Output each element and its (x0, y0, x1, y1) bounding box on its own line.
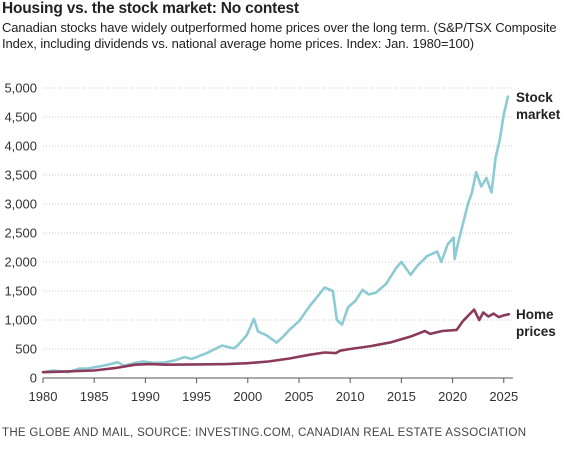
stock-market-line (41, 95, 510, 374)
x-tick-label: 2005 (285, 389, 314, 404)
y-tick-label: 500 (15, 342, 37, 357)
x-tick-label: 2020 (438, 389, 467, 404)
series-lines (41, 95, 511, 374)
x-tick-label: 2000 (233, 389, 262, 404)
x-tick-label: 1995 (182, 389, 211, 404)
home-prices-label: Home prices (516, 307, 556, 339)
y-tick-label: 3,000 (4, 197, 37, 212)
x-tick-label: 2025 (489, 389, 518, 404)
x-tick-label: 1990 (131, 389, 160, 404)
y-axis-tick-labels: 0 500 1,000 1,500 2,000 2,500 3,000 3,500 4,000 4… (4, 81, 37, 386)
y-tick-label: 3,500 (4, 168, 37, 183)
y-tick-label: 1,000 (4, 313, 37, 328)
y-tick-label: 4,500 (4, 110, 37, 125)
home-prices-line (41, 308, 511, 374)
x-axis: 1980 1985 1990 1995 2000 2005 2010 2015 2020 2025 (29, 377, 518, 404)
chart-subtitle: Canadian stocks have widely outperformed… (2, 20, 557, 51)
y-tick-label: 5,000 (4, 81, 37, 96)
x-tick-label: 2010 (336, 389, 365, 404)
stock-market-label-line: market (516, 107, 561, 122)
chart-title: Housing vs. the stock market: No contest (2, 0, 299, 17)
y-tick-label: 2,000 (4, 255, 37, 270)
source-note: THE GLOBE AND MAIL, SOURCE: INVESTING.CO… (2, 427, 527, 439)
stock-market-label-line: Stock (516, 90, 553, 105)
home-prices-label-line: Home (516, 307, 554, 322)
x-tick-label: 2015 (387, 389, 416, 404)
x-tick-label: 1985 (80, 389, 109, 404)
stock-market-label: Stock market (516, 90, 561, 122)
home-prices-label-line: prices (516, 324, 556, 339)
series-labels: Stock market Home prices (516, 90, 561, 339)
x-tick-label: 1980 (29, 389, 58, 404)
y-tick-label: 1,500 (4, 284, 37, 299)
y-tick-label: 0 (30, 371, 37, 386)
grid-lines (43, 87, 513, 350)
y-tick-label: 4,000 (4, 139, 37, 154)
y-tick-label: 2,500 (4, 226, 37, 241)
